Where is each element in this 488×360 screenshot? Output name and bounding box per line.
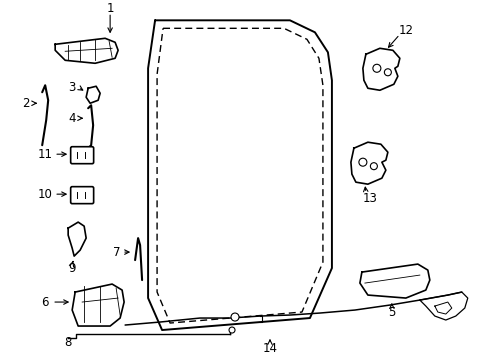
Text: 1: 1 bbox=[106, 2, 114, 15]
Polygon shape bbox=[55, 38, 118, 63]
Polygon shape bbox=[359, 264, 429, 298]
Polygon shape bbox=[68, 222, 86, 256]
Circle shape bbox=[369, 163, 377, 170]
Text: 5: 5 bbox=[387, 306, 395, 319]
Circle shape bbox=[358, 158, 366, 166]
Polygon shape bbox=[350, 142, 387, 184]
Text: 13: 13 bbox=[362, 192, 377, 204]
Text: 11: 11 bbox=[37, 148, 52, 161]
FancyBboxPatch shape bbox=[71, 187, 93, 204]
Text: 3: 3 bbox=[68, 81, 76, 94]
Text: 10: 10 bbox=[37, 188, 52, 201]
Polygon shape bbox=[72, 284, 124, 326]
Text: 14: 14 bbox=[262, 342, 277, 355]
Text: 8: 8 bbox=[64, 336, 72, 348]
Polygon shape bbox=[86, 86, 100, 103]
Circle shape bbox=[384, 69, 390, 76]
Circle shape bbox=[372, 64, 380, 72]
FancyBboxPatch shape bbox=[71, 147, 93, 164]
Text: 12: 12 bbox=[398, 24, 412, 37]
Circle shape bbox=[230, 313, 239, 321]
Text: 6: 6 bbox=[41, 296, 48, 309]
Polygon shape bbox=[362, 48, 399, 90]
Text: 7: 7 bbox=[112, 246, 120, 258]
Circle shape bbox=[228, 327, 235, 333]
Text: 9: 9 bbox=[68, 262, 76, 275]
Text: 2: 2 bbox=[22, 97, 30, 110]
Text: 4: 4 bbox=[68, 112, 76, 125]
